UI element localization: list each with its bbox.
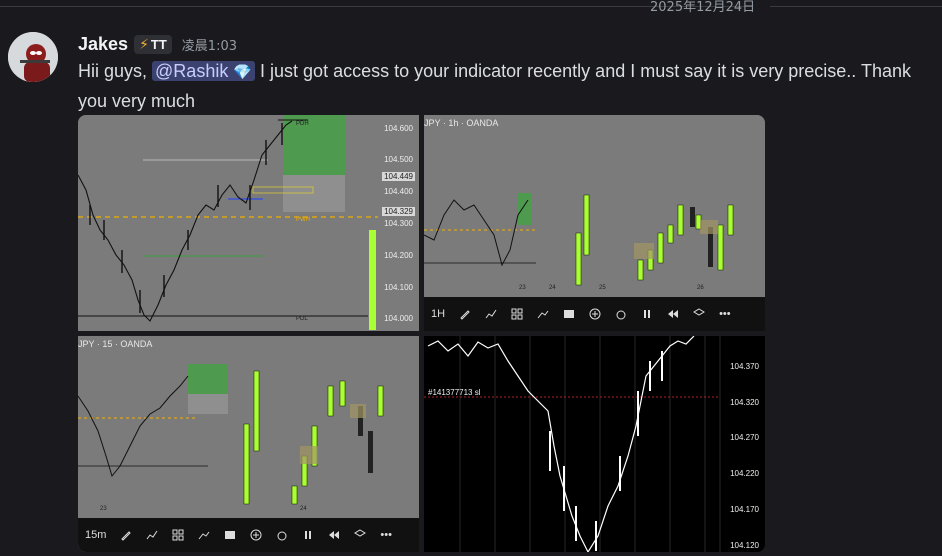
username[interactable]: Jakes [78, 33, 129, 54]
add-icon[interactable] [243, 518, 269, 552]
more-icon[interactable]: ••• [719, 308, 731, 320]
interval-button[interactable]: 1H [431, 308, 446, 320]
chart-image-3[interactable]: JPY · 15 · OANDA 23 24 15m ••• [78, 336, 419, 552]
date-divider-label: 2025年12月24日 [650, 0, 756, 15]
alarm-icon[interactable] [608, 297, 634, 331]
mention-label: @Rashik [155, 61, 229, 81]
chart-image-1[interactable]: PDH PWH PDL 104.600 104.500 104.449 104.… [78, 115, 419, 331]
chart-1-plot: PDH PWH PDL [78, 115, 419, 331]
chart-2-title: JPY · 1h · OANDA [424, 118, 499, 128]
rewind-icon[interactable] [321, 518, 347, 552]
compare-icon[interactable] [530, 297, 556, 331]
layout-icon[interactable] [165, 518, 191, 552]
replay-icon[interactable] [295, 518, 321, 552]
chart-1-price-tag: 104.329 [382, 207, 415, 216]
chart-4-price-label: 104.120 [730, 541, 759, 550]
chart-1-price-tag: 104.449 [382, 172, 415, 181]
chart-1-price-label: 104.600 [384, 124, 413, 133]
chart-1-price-label: 104.100 [384, 283, 413, 292]
chart-3-plot [78, 336, 419, 552]
layers-icon[interactable] [347, 518, 373, 552]
diamond-icon: 💎 [233, 64, 253, 81]
chart-2-date-label: 24 [549, 285, 556, 291]
chart-2-toolbar: 1H ••• [424, 297, 765, 331]
server-tag[interactable]: ⚡ TT [134, 34, 172, 54]
chart-2-date-label: 23 [519, 285, 526, 291]
chart-4-price-label: 104.320 [730, 398, 759, 407]
alarm-icon[interactable] [269, 518, 295, 552]
chart-1-line-label-pwh: PWH [296, 217, 310, 223]
layers-icon[interactable] [686, 297, 712, 331]
chart-4-price-label: 104.370 [730, 362, 759, 371]
tv-logo-icon[interactable] [556, 297, 582, 331]
chart-2-date-label: 26 [697, 285, 704, 291]
indicators-icon[interactable] [478, 297, 504, 331]
divider-line-right [770, 6, 942, 7]
chart-4-price-label: 104.170 [730, 505, 759, 514]
chart-1-price-label: 104.200 [384, 251, 413, 260]
timestamp[interactable]: 凌晨1:03 [181, 38, 237, 54]
replay-icon[interactable] [634, 297, 660, 331]
chart-1-line-label-pdl: PDL [296, 316, 308, 322]
chart-3-toolbar: 15m ••• [78, 518, 419, 552]
chart-1-price-label: 104.000 [384, 314, 413, 323]
chart-2-plot [424, 115, 765, 331]
chart-1-price-label: 104.500 [384, 155, 413, 164]
lightning-icon: ⚡ [139, 35, 149, 52]
order-line-label: #141377713 sl [428, 388, 481, 397]
rewind-icon[interactable] [660, 297, 686, 331]
chart-image-4[interactable]: #141377713 sl 104.370 104.320 104.270 10… [424, 336, 765, 552]
message-text-start: Hii guys, [78, 61, 153, 81]
draw-icon[interactable] [113, 518, 139, 552]
chart-1-line-label-pdh: PDH [296, 121, 309, 127]
draw-icon[interactable] [452, 297, 478, 331]
chart-2-date-label: 25 [599, 285, 606, 291]
divider-line-left [0, 6, 752, 7]
layout-icon[interactable] [504, 297, 530, 331]
message-header: Jakes ⚡ TT 凌晨1:03 [78, 33, 237, 55]
chart-4-plot [424, 336, 765, 552]
chart-3-date-label: 24 [300, 506, 307, 512]
interval-button[interactable]: 15m [85, 529, 107, 541]
chart-1-price-label: 104.300 [384, 219, 413, 228]
indicators-icon[interactable] [139, 518, 165, 552]
message-text-end: I just got access to your indicator rece… [78, 61, 911, 111]
avatar-image [8, 32, 58, 82]
chart-4-price-label: 104.220 [730, 469, 759, 478]
chart-3-date-label: 23 [100, 506, 107, 512]
avatar[interactable] [8, 32, 58, 82]
compare-icon[interactable] [191, 518, 217, 552]
add-icon[interactable] [582, 297, 608, 331]
server-tag-label: TT [150, 36, 167, 52]
user-mention[interactable]: @Rashik 💎 [152, 61, 256, 81]
chart-image-2[interactable]: JPY · 1h · OANDA 23 24 25 26 1H ••• [424, 115, 765, 331]
chart-3-title: JPY · 15 · OANDA [78, 339, 153, 349]
message-content: Hii guys, @Rashik 💎 I just got access to… [78, 57, 928, 115]
more-icon[interactable]: ••• [380, 529, 392, 541]
date-divider: 2025年12月24日 [0, 0, 942, 15]
tv-logo-icon[interactable] [217, 518, 243, 552]
chart-4-price-label: 104.270 [730, 433, 759, 442]
chart-1-price-label: 104.400 [384, 187, 413, 196]
